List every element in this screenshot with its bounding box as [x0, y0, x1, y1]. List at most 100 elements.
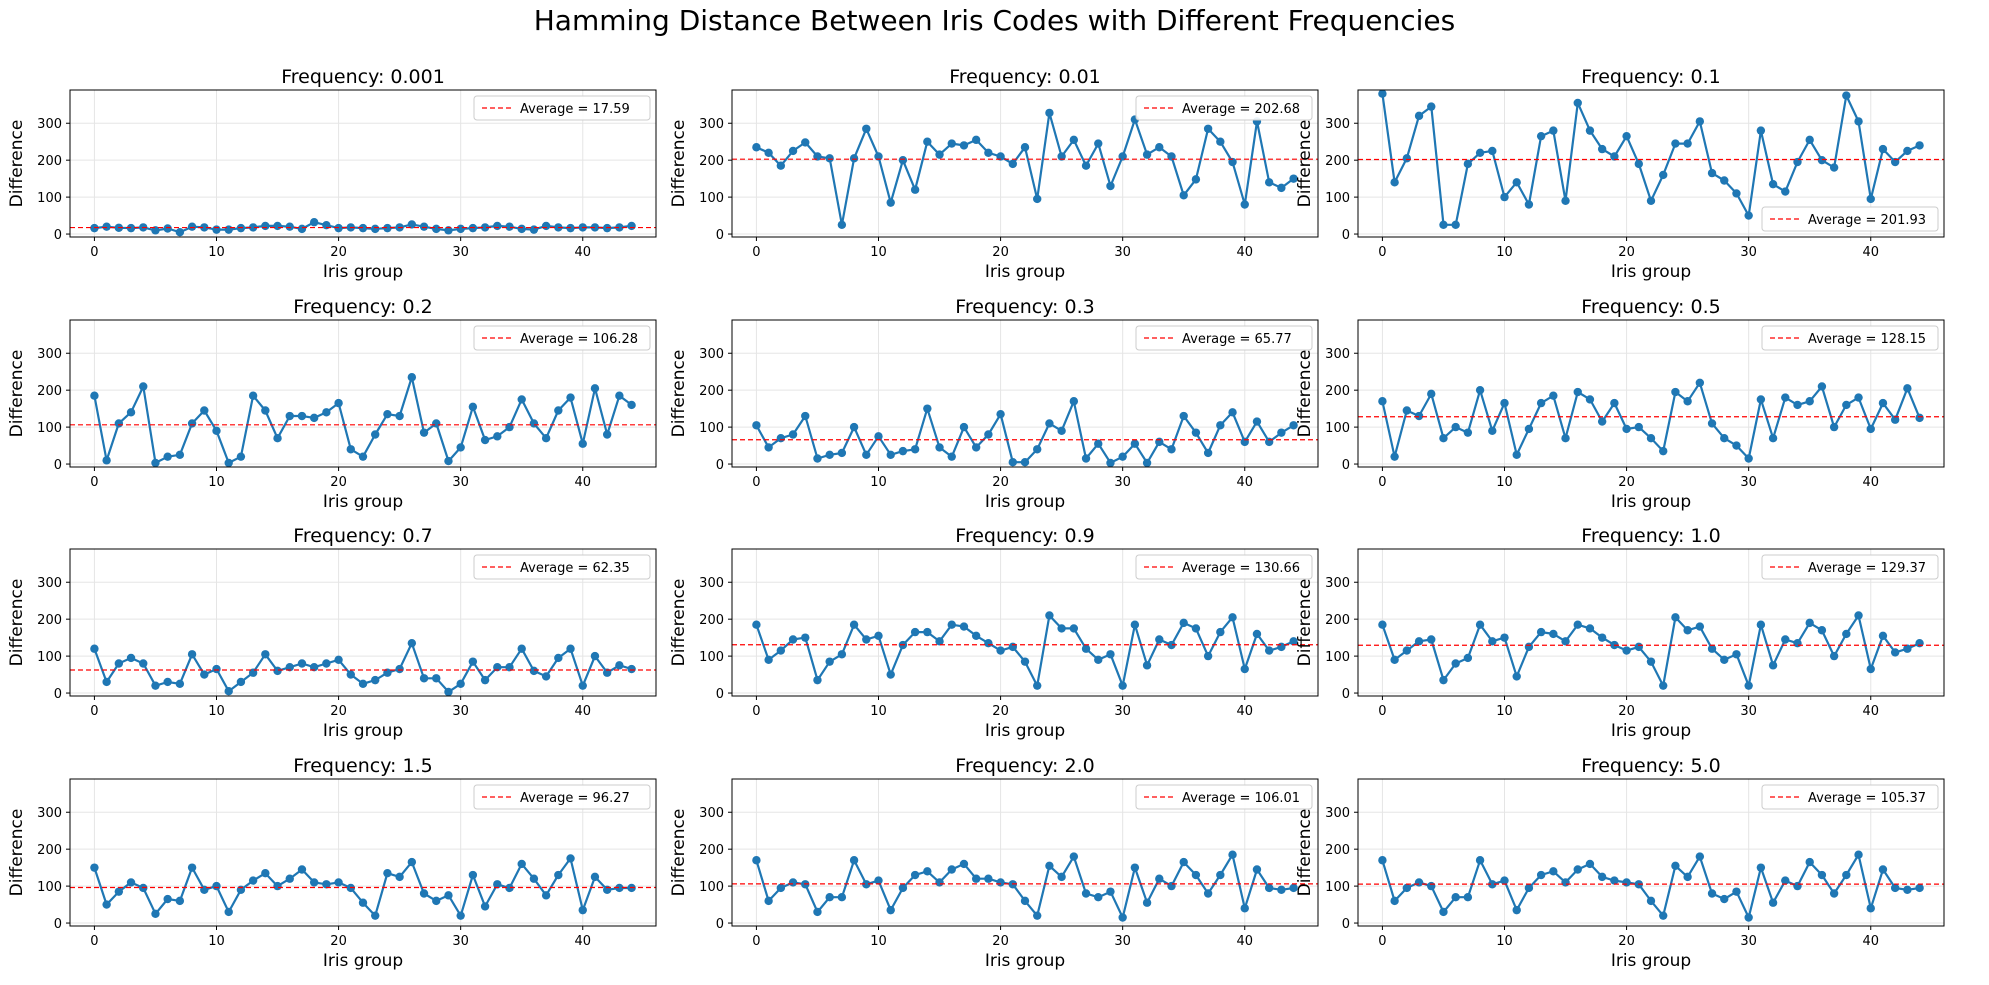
- data-point: [1854, 850, 1863, 859]
- axes-frame: [69, 778, 657, 927]
- x-axis-label: Iris group: [1611, 951, 1691, 971]
- data-point: [1155, 874, 1164, 883]
- data-point: [517, 224, 526, 234]
- data-point: [456, 911, 465, 920]
- data-point: [1057, 872, 1066, 882]
- legend-label: Average = 201.93: [1808, 213, 1926, 228]
- data-point: [1277, 183, 1286, 193]
- data-point: [1622, 424, 1631, 434]
- y-tick-label: 100: [699, 191, 724, 206]
- data-point: [1094, 655, 1103, 665]
- x-tick-label: 0: [90, 704, 98, 719]
- data-point: [947, 620, 956, 629]
- data-point: [432, 674, 441, 683]
- subplot-title: Frequency: 0.5: [1581, 296, 1720, 318]
- data-point: [1585, 624, 1595, 633]
- data-point: [1142, 458, 1152, 468]
- data-point: [1732, 441, 1741, 450]
- data-point: [273, 221, 282, 231]
- data-point: [1118, 913, 1127, 922]
- y-axis-label: Difference: [1295, 350, 1315, 438]
- legend-label: Average = 96.27: [520, 791, 630, 806]
- subplot-title: Frequency: 0.9: [955, 525, 1094, 547]
- data-point: [984, 638, 993, 648]
- y-axis-label: Difference: [7, 809, 27, 897]
- data-point: [776, 433, 786, 443]
- data-point: [984, 430, 993, 439]
- data-point: [541, 221, 551, 231]
- data-point: [1378, 397, 1387, 406]
- data-point: [1500, 876, 1509, 885]
- figure-title: Hamming Distance Between Iris Codes with…: [533, 4, 1456, 37]
- data-point: [346, 445, 355, 454]
- data-point: [1561, 878, 1570, 887]
- data-point: [1781, 187, 1790, 196]
- data-point: [971, 135, 981, 145]
- data-point: [1597, 872, 1607, 882]
- data-point: [187, 419, 197, 428]
- data-point: [334, 878, 343, 887]
- data-point: [1683, 139, 1692, 148]
- data-point: [1585, 126, 1595, 135]
- data-point: [1289, 637, 1298, 646]
- data-point: [935, 443, 944, 452]
- x-tick-label: 0: [752, 704, 760, 719]
- y-tick-label: 0: [54, 687, 62, 702]
- y-tick-label: 300: [37, 806, 62, 821]
- data-point: [383, 868, 392, 878]
- data-point: [1903, 384, 1912, 393]
- data-point: [407, 638, 417, 648]
- data-point: [1915, 141, 1924, 150]
- data-point: [1488, 146, 1497, 156]
- data-point: [1106, 458, 1115, 468]
- data-point: [1240, 904, 1249, 913]
- data-point: [996, 152, 1005, 161]
- data-point: [1756, 863, 1766, 872]
- data-point: [1524, 424, 1534, 434]
- data-point: [1829, 422, 1839, 432]
- y-tick-label: 200: [699, 154, 724, 169]
- data-point: [935, 637, 944, 646]
- data-point: [1216, 870, 1225, 880]
- x-tick-label: 40: [1862, 934, 1879, 949]
- data-point: [1549, 391, 1558, 400]
- data-point: [371, 430, 380, 439]
- data-point: [285, 411, 294, 421]
- data-point: [602, 885, 612, 895]
- data-point: [273, 881, 282, 891]
- axes-frame: [731, 548, 1319, 697]
- data-point: [1549, 867, 1558, 876]
- y-tick-label: 300: [37, 576, 62, 591]
- data-point: [1829, 889, 1839, 898]
- data-point: [1179, 191, 1188, 200]
- y-tick-label: 0: [1342, 917, 1350, 932]
- y-tick-label: 100: [1325, 421, 1350, 436]
- data-point: [419, 222, 429, 231]
- x-tick-label: 40: [574, 475, 591, 490]
- data-point: [1549, 629, 1558, 639]
- data-point: [837, 892, 847, 902]
- data-point: [114, 887, 124, 896]
- data-point: [1842, 870, 1851, 880]
- series-line: [755, 400, 1295, 464]
- data-point: [813, 152, 822, 161]
- data-point: [1890, 648, 1900, 657]
- x-tick-label: 30: [1114, 475, 1131, 490]
- x-tick-label: 0: [752, 934, 760, 949]
- y-tick-label: 200: [699, 843, 724, 858]
- data-point: [1903, 885, 1912, 895]
- data-point: [813, 454, 822, 463]
- data-point: [114, 419, 124, 428]
- x-tick-label: 0: [752, 475, 760, 490]
- data-point: [813, 675, 822, 685]
- y-tick-label: 300: [1325, 576, 1350, 591]
- data-point: [1488, 637, 1497, 646]
- data-point: [874, 631, 883, 640]
- data-point: [752, 856, 761, 865]
- x-tick-label: 20: [992, 475, 1009, 490]
- data-point: [419, 889, 429, 898]
- x-tick-label: 20: [992, 245, 1009, 260]
- x-tick-label: 40: [574, 245, 591, 260]
- data-point: [1179, 618, 1188, 628]
- data-point: [1524, 883, 1534, 893]
